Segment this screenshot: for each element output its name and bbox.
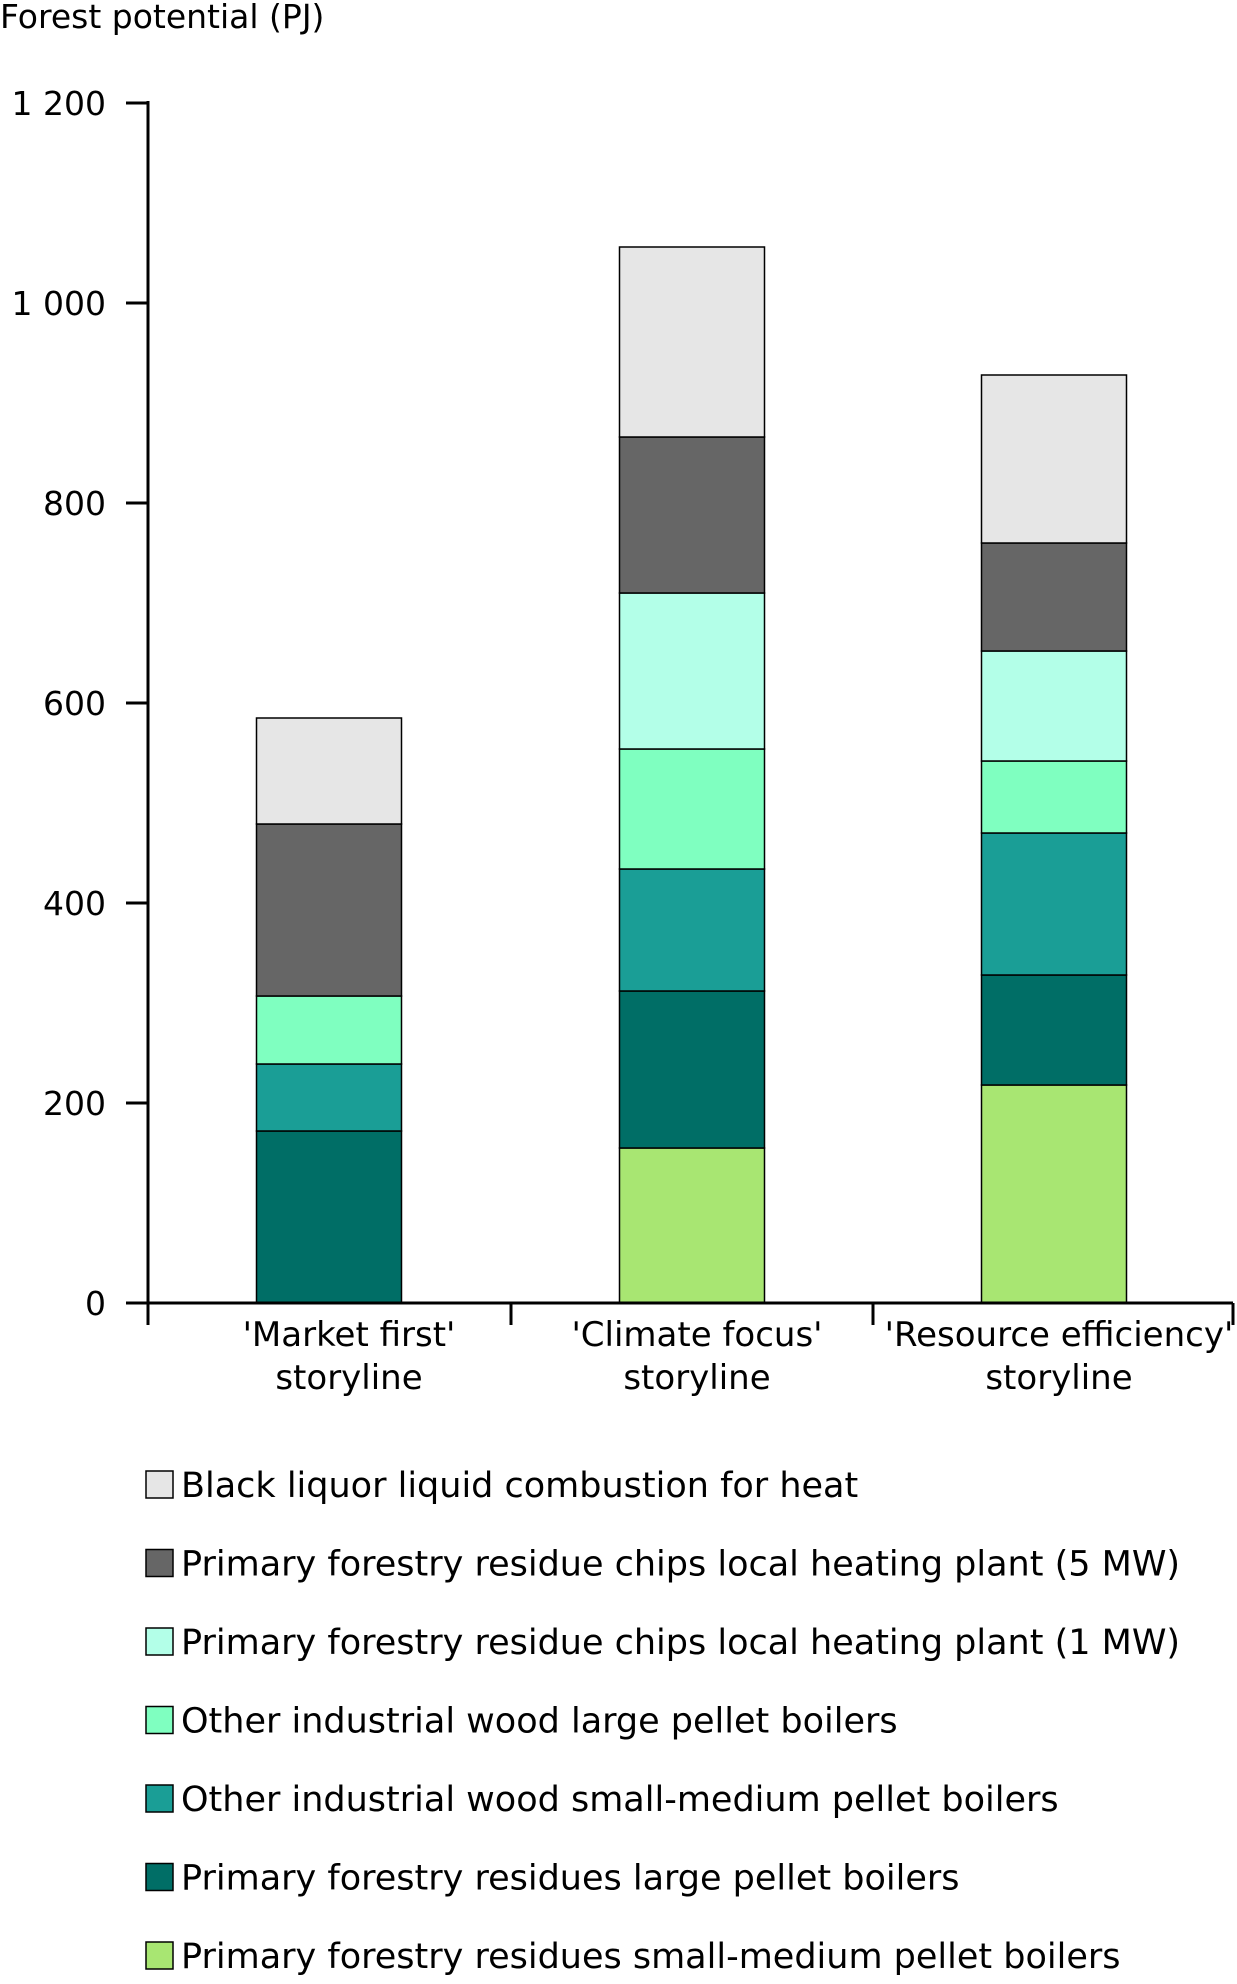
bar-segment: [618, 990, 766, 1149]
bar-segment: [980, 974, 1128, 1086]
bar-segment: [980, 1084, 1128, 1304]
y-tick-label: 200: [43, 1084, 106, 1123]
legend-label: Primary forestry residues small-medium p…: [181, 1937, 1121, 1977]
legend-item: Primary forestry residues large pellet b…: [145, 1859, 960, 1899]
category-label: storyline: [623, 1358, 770, 1398]
legend-swatch: [145, 1862, 174, 1892]
legend-item: Black liquor liquid combustion for heat: [145, 1466, 858, 1506]
bar-stack: [980, 374, 1128, 1304]
y-axis-ticks: 0 200 400 600 800 1 000 1 200: [12, 84, 148, 1323]
legend: Black liquor liquid combustion for heat P…: [145, 1466, 1180, 1977]
y-tick-label: 800: [43, 484, 106, 523]
bar-segment: [618, 436, 766, 594]
chart-axes: [126, 101, 1235, 1325]
bar-segment: [980, 760, 1128, 834]
legend-label: Primary forestry residue chips local hea…: [181, 1545, 1180, 1585]
category-label: storyline: [985, 1358, 1132, 1398]
legend-item: Primary forestry residue chips local hea…: [145, 1545, 1180, 1585]
bar-segment: [618, 246, 766, 438]
bar-segment: [980, 650, 1128, 762]
bar-segment: [255, 1063, 403, 1132]
legend-item: Other industrial wood large pellet boile…: [145, 1702, 898, 1742]
legend-label: Other industrial wood large pellet boile…: [181, 1702, 898, 1742]
legend-item: Other industrial wood small-medium pelle…: [145, 1780, 1059, 1820]
legend-item: Primary forestry residue chips local hea…: [145, 1623, 1180, 1663]
legend-swatch: [145, 1548, 174, 1578]
category-label: storyline: [275, 1358, 422, 1398]
bar-stacks: [255, 246, 1128, 1304]
bar-segment: [618, 868, 766, 992]
bar-segment: [618, 1147, 766, 1304]
bar-segment: [980, 832, 1128, 976]
legend-swatch: [145, 1470, 174, 1499]
legend-label: Black liquor liquid combustion for heat: [181, 1466, 858, 1506]
bar-segment: [255, 1130, 403, 1304]
legend-swatch: [145, 1627, 174, 1656]
y-tick-label: 600: [43, 684, 106, 723]
bar-segment: [618, 748, 766, 870]
legend-label: Primary forestry residues large pellet b…: [181, 1859, 960, 1899]
category-label: 'Climate focus': [571, 1315, 822, 1355]
bar-segment: [255, 823, 403, 997]
legend-swatch: [145, 1705, 174, 1735]
legend-label: Other industrial wood small-medium pelle…: [181, 1780, 1059, 1820]
y-tick-label: 1 200: [12, 84, 106, 123]
y-axis-title: Forest potential (PJ): [0, 0, 324, 36]
bar-segment: [255, 995, 403, 1065]
y-tick-label: 400: [43, 884, 106, 923]
legend-swatch: [145, 1784, 174, 1813]
legend-swatch: [145, 1941, 174, 1970]
legend-item: Primary forestry residues small-medium p…: [145, 1937, 1121, 1977]
bar-segment: [618, 592, 766, 750]
bar-stack: [618, 246, 766, 1304]
bar-stack: [255, 717, 403, 1304]
bar-segment: [980, 374, 1128, 544]
bar-segment: [255, 717, 403, 825]
bar-segment: [980, 542, 1128, 652]
category-label: 'Resource efficiency': [885, 1315, 1234, 1355]
category-label: 'Market first': [243, 1315, 456, 1355]
y-tick-label: 0: [85, 1284, 106, 1323]
category-labels: 'Market first'storyline'Climate focus'st…: [243, 1315, 1234, 1398]
y-tick-label: 1 000: [12, 284, 106, 323]
legend-label: Primary forestry residue chips local hea…: [181, 1623, 1180, 1663]
